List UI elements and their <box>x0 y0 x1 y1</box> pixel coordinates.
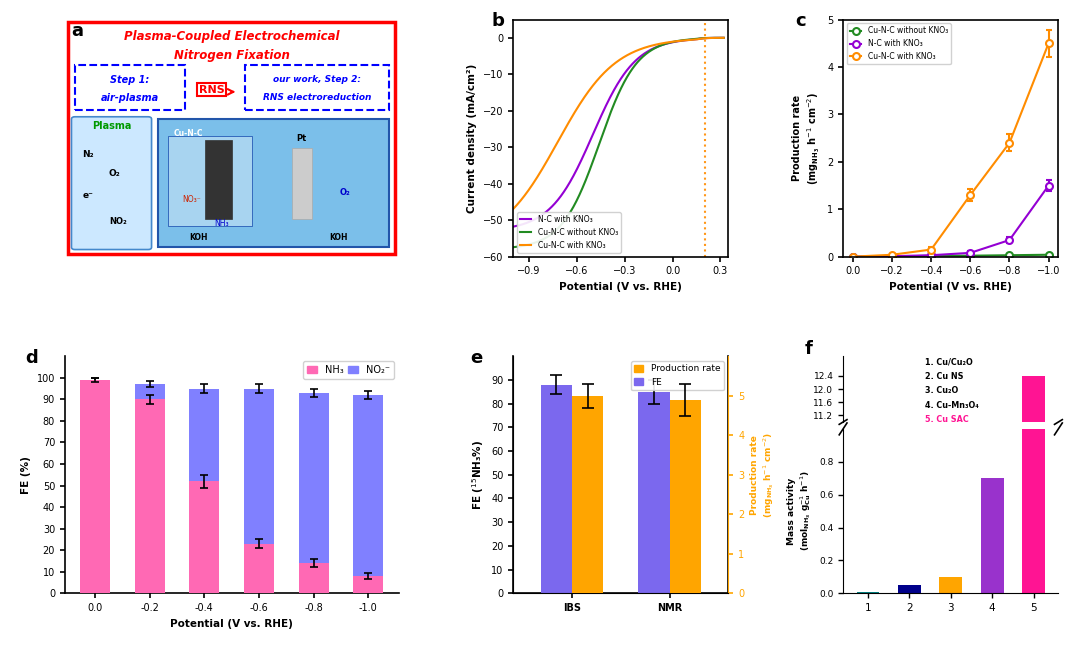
Y-axis label: FE (%): FE (%) <box>22 456 31 494</box>
Bar <box>189 389 219 593</box>
Text: our work, Step 2:: our work, Step 2: <box>273 74 361 83</box>
FancyBboxPatch shape <box>292 147 312 218</box>
Text: NO₂: NO₂ <box>109 216 127 226</box>
Y-axis label: Production rate
(mg$_\mathregular{NH_3}$ h$^{-1}$ cm$^{-2}$): Production rate (mg$_\mathregular{NH_3}$… <box>750 432 777 518</box>
Text: RNS: RNS <box>199 85 225 95</box>
Text: 5. Cu SAC: 5. Cu SAC <box>924 415 969 424</box>
Legend: N-C with KNO₃, Cu-N-C without KNO₃, Cu-N-C with KNO₃: N-C with KNO₃, Cu-N-C without KNO₃, Cu-N… <box>517 212 621 253</box>
Bar <box>244 544 274 593</box>
Text: a: a <box>71 22 83 40</box>
FancyBboxPatch shape <box>168 136 252 226</box>
Y-axis label: Current density (mA/cm²): Current density (mA/cm²) <box>468 63 477 213</box>
Text: RNS electroreduction: RNS electroreduction <box>262 93 370 102</box>
Bar <box>189 481 219 593</box>
Y-axis label: Mass activity
(mol$_\mathregular{NH_3}$ g$^{-1}_\mathregular{Cu}$ h$^{-1}$): Mass activity (mol$_\mathregular{NH_3}$ … <box>787 471 813 552</box>
Text: e: e <box>470 349 483 367</box>
X-axis label: Potential (V vs. RHE): Potential (V vs. RHE) <box>171 619 293 629</box>
Bar <box>80 380 110 593</box>
Bar <box>670 400 701 593</box>
Text: 4. Cu-Mn₃O₄: 4. Cu-Mn₃O₄ <box>924 401 978 410</box>
Text: NH₃: NH₃ <box>214 219 229 228</box>
Bar <box>298 393 328 593</box>
Text: Nitrogen Fixation: Nitrogen Fixation <box>174 49 289 62</box>
Bar <box>541 385 572 593</box>
Text: e⁻: e⁻ <box>83 190 94 200</box>
Text: b: b <box>491 12 504 31</box>
Text: Pt: Pt <box>297 134 307 143</box>
Y-axis label: FE ($^{15}$NH₃%): FE ($^{15}$NH₃%) <box>470 439 486 510</box>
Bar <box>353 576 383 593</box>
Text: 1. Cu/Cu₂O: 1. Cu/Cu₂O <box>924 357 973 366</box>
Text: c: c <box>796 12 807 31</box>
Legend: NH₃, NO₂⁻: NH₃, NO₂⁻ <box>303 361 393 379</box>
Text: Cu-N-C: Cu-N-C <box>174 129 203 138</box>
Text: KOH: KOH <box>329 233 348 242</box>
Bar <box>638 392 670 593</box>
Text: air-plasma: air-plasma <box>100 93 159 104</box>
FancyBboxPatch shape <box>71 117 151 250</box>
Text: N₂: N₂ <box>82 150 94 159</box>
X-axis label: Potential (V vs. RHE): Potential (V vs. RHE) <box>889 282 1012 292</box>
Bar <box>981 478 1003 593</box>
Text: d: d <box>25 349 38 367</box>
Legend: Cu-N-C without KNO₃, N-C with KNO₃, Cu-N-C with KNO₃: Cu-N-C without KNO₃, N-C with KNO₃, Cu-N… <box>847 23 950 64</box>
Text: Plasma-Coupled Electrochemical: Plasma-Coupled Electrochemical <box>124 29 339 42</box>
Text: O₂: O₂ <box>109 169 121 178</box>
Bar <box>856 591 879 593</box>
Bar <box>897 585 921 593</box>
Text: Step 1:: Step 1: <box>110 76 149 85</box>
Bar <box>940 577 962 593</box>
Legend: Production rate, FE: Production rate, FE <box>631 361 724 391</box>
FancyBboxPatch shape <box>205 140 231 218</box>
Bar <box>572 396 604 593</box>
FancyBboxPatch shape <box>159 119 389 247</box>
Text: f: f <box>805 340 812 358</box>
Bar <box>244 389 274 593</box>
Text: 2. Cu NS: 2. Cu NS <box>924 372 963 381</box>
Text: NO₃⁻: NO₃⁻ <box>183 195 201 204</box>
Bar <box>80 380 110 593</box>
Bar <box>135 399 164 593</box>
Bar <box>1022 0 1045 593</box>
FancyBboxPatch shape <box>68 22 395 254</box>
X-axis label: Potential (V vs. RHE): Potential (V vs. RHE) <box>559 282 683 292</box>
Bar <box>1022 376 1045 652</box>
Bar <box>298 563 328 593</box>
Bar <box>135 384 164 593</box>
Bar <box>353 395 383 593</box>
Text: KOH: KOH <box>189 233 207 242</box>
Text: Plasma: Plasma <box>92 121 131 131</box>
Text: O₂: O₂ <box>340 188 351 197</box>
Text: 3. Cu₂O: 3. Cu₂O <box>924 387 958 396</box>
Y-axis label: Production rate
(mg$_\mathregular{NH_3}$ h$^{-1}$ cm$^{-2}$): Production rate (mg$_\mathregular{NH_3}$… <box>793 91 822 185</box>
